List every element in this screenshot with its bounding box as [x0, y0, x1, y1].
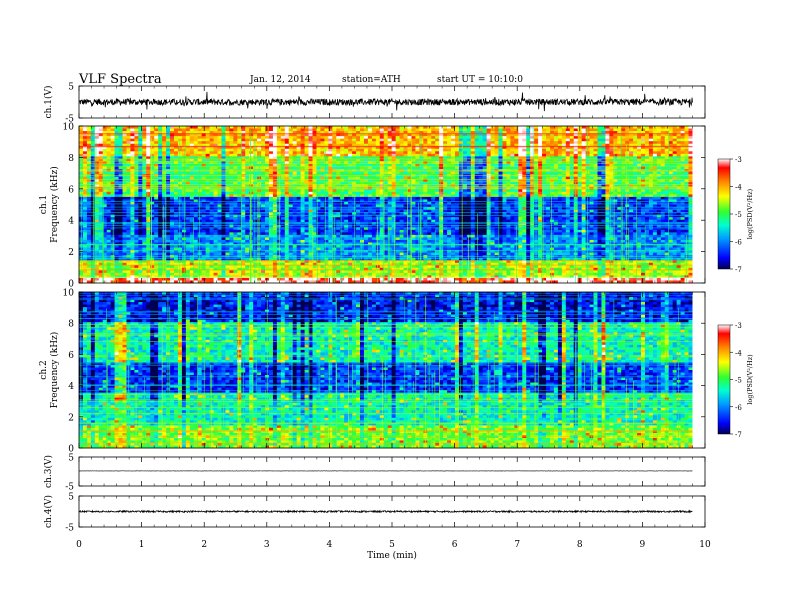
ch1-spectrogram-ylabel: Frequency (kHz): [49, 166, 60, 243]
ch2-spectrogram-ytick-label: 4: [68, 382, 74, 392]
ch1-waveform-ylabel: ch.1(V): [43, 86, 54, 119]
ch1-spectrogram-channel-label: ch.1: [39, 195, 49, 214]
ch1-spectrogram-colorbar-tick-label: -6: [735, 239, 742, 247]
x-tick-label: 5: [389, 540, 395, 550]
ch1-spectrogram-colorbar-tick-label: -4: [735, 184, 742, 192]
ch2-spectrogram-ytick-label: 6: [68, 351, 74, 361]
ch4-waveform-ytick-label: 5: [68, 493, 74, 503]
ch1-spectrogram-ytick-label: 8: [68, 154, 74, 164]
ch1-spectrogram-nodata: [692, 126, 705, 283]
ch2-spectrogram-colorbar-tick-label: -7: [735, 431, 742, 439]
ch1-spectrogram-colorbar: [718, 159, 730, 269]
x-tick-label: 4: [327, 540, 333, 550]
ch3-waveform-ytick-label: 5: [68, 454, 74, 464]
ch2-spectrogram-ytick-label: 2: [68, 413, 74, 423]
ch1-waveform-ytick-label: 5: [68, 83, 74, 93]
ch1-spectrogram-colorbar-tick-label: -3: [735, 156, 742, 164]
x-tick-label: 2: [201, 540, 207, 550]
ch2-spectrogram-colorbar: [718, 325, 730, 434]
ch2-spectrogram-colorbar-label: log(PSD(V²/Hz): [746, 354, 754, 405]
ch2-spectrogram-ylabel: Frequency (kHz): [49, 332, 60, 409]
ch4-waveform-trace: [79, 511, 692, 513]
x-axis-label: Time (min): [367, 550, 417, 561]
ch2-spectrogram-ytick-label: 10: [63, 289, 75, 299]
ch4-waveform-ylabel: ch.4(V): [43, 495, 54, 528]
ch1-spectrogram-image: [79, 126, 693, 283]
ch3-waveform-ytick-label: -5: [65, 483, 74, 493]
ch1-spectrogram-ytick-label: 4: [68, 217, 74, 227]
x-tick-label: 9: [640, 540, 646, 550]
ch1-waveform-trace: [79, 92, 692, 111]
ch2-spectrogram-colorbar-tick-label: -3: [735, 322, 742, 330]
ch1-spectrogram-ytick-label: 6: [68, 185, 74, 195]
x-tick-label: 6: [452, 540, 458, 550]
ch2-spectrogram-image: [79, 292, 693, 448]
x-tick-label: 10: [699, 540, 711, 550]
x-tick-label: 8: [577, 540, 583, 550]
x-tick-label: 1: [139, 540, 145, 550]
ch4-waveform-ytick-label: -5: [65, 524, 74, 534]
ch2-spectrogram-colorbar-tick-label: -4: [735, 349, 742, 357]
chart-svg: 5-5ch.1(V)0246810ch.1 Frequency (kHz)-3-4…: [0, 0, 792, 612]
ch2-spectrogram-colorbar-tick-label: -6: [735, 404, 742, 412]
ch2-spectrogram-channel-label: ch.2: [39, 360, 49, 379]
ch2-spectrogram-colorbar-tick-label: -5: [735, 377, 742, 385]
ch2-spectrogram-ytick-label: 8: [68, 320, 74, 330]
x-tick-label: 0: [76, 540, 82, 550]
ch1-spectrogram-colorbar-tick-label: -7: [735, 266, 742, 274]
ch1-spectrogram-colorbar-tick-label: -5: [735, 211, 742, 219]
ch1-spectrogram-colorbar-label: log(PSD(V²/Hz): [746, 188, 754, 239]
ch3-waveform-ylabel: ch.3(V): [43, 455, 54, 488]
x-tick-label: 3: [264, 540, 270, 550]
ch1-spectrogram-ytick-label: 10: [63, 123, 75, 133]
ch1-spectrogram-ytick-label: 2: [68, 248, 74, 258]
ch2-spectrogram-nodata: [692, 292, 705, 448]
vlf-spectra-figure: VLF Spectra Jan. 12, 2014 station=ATH st…: [0, 0, 792, 612]
x-tick-label: 7: [514, 540, 520, 550]
